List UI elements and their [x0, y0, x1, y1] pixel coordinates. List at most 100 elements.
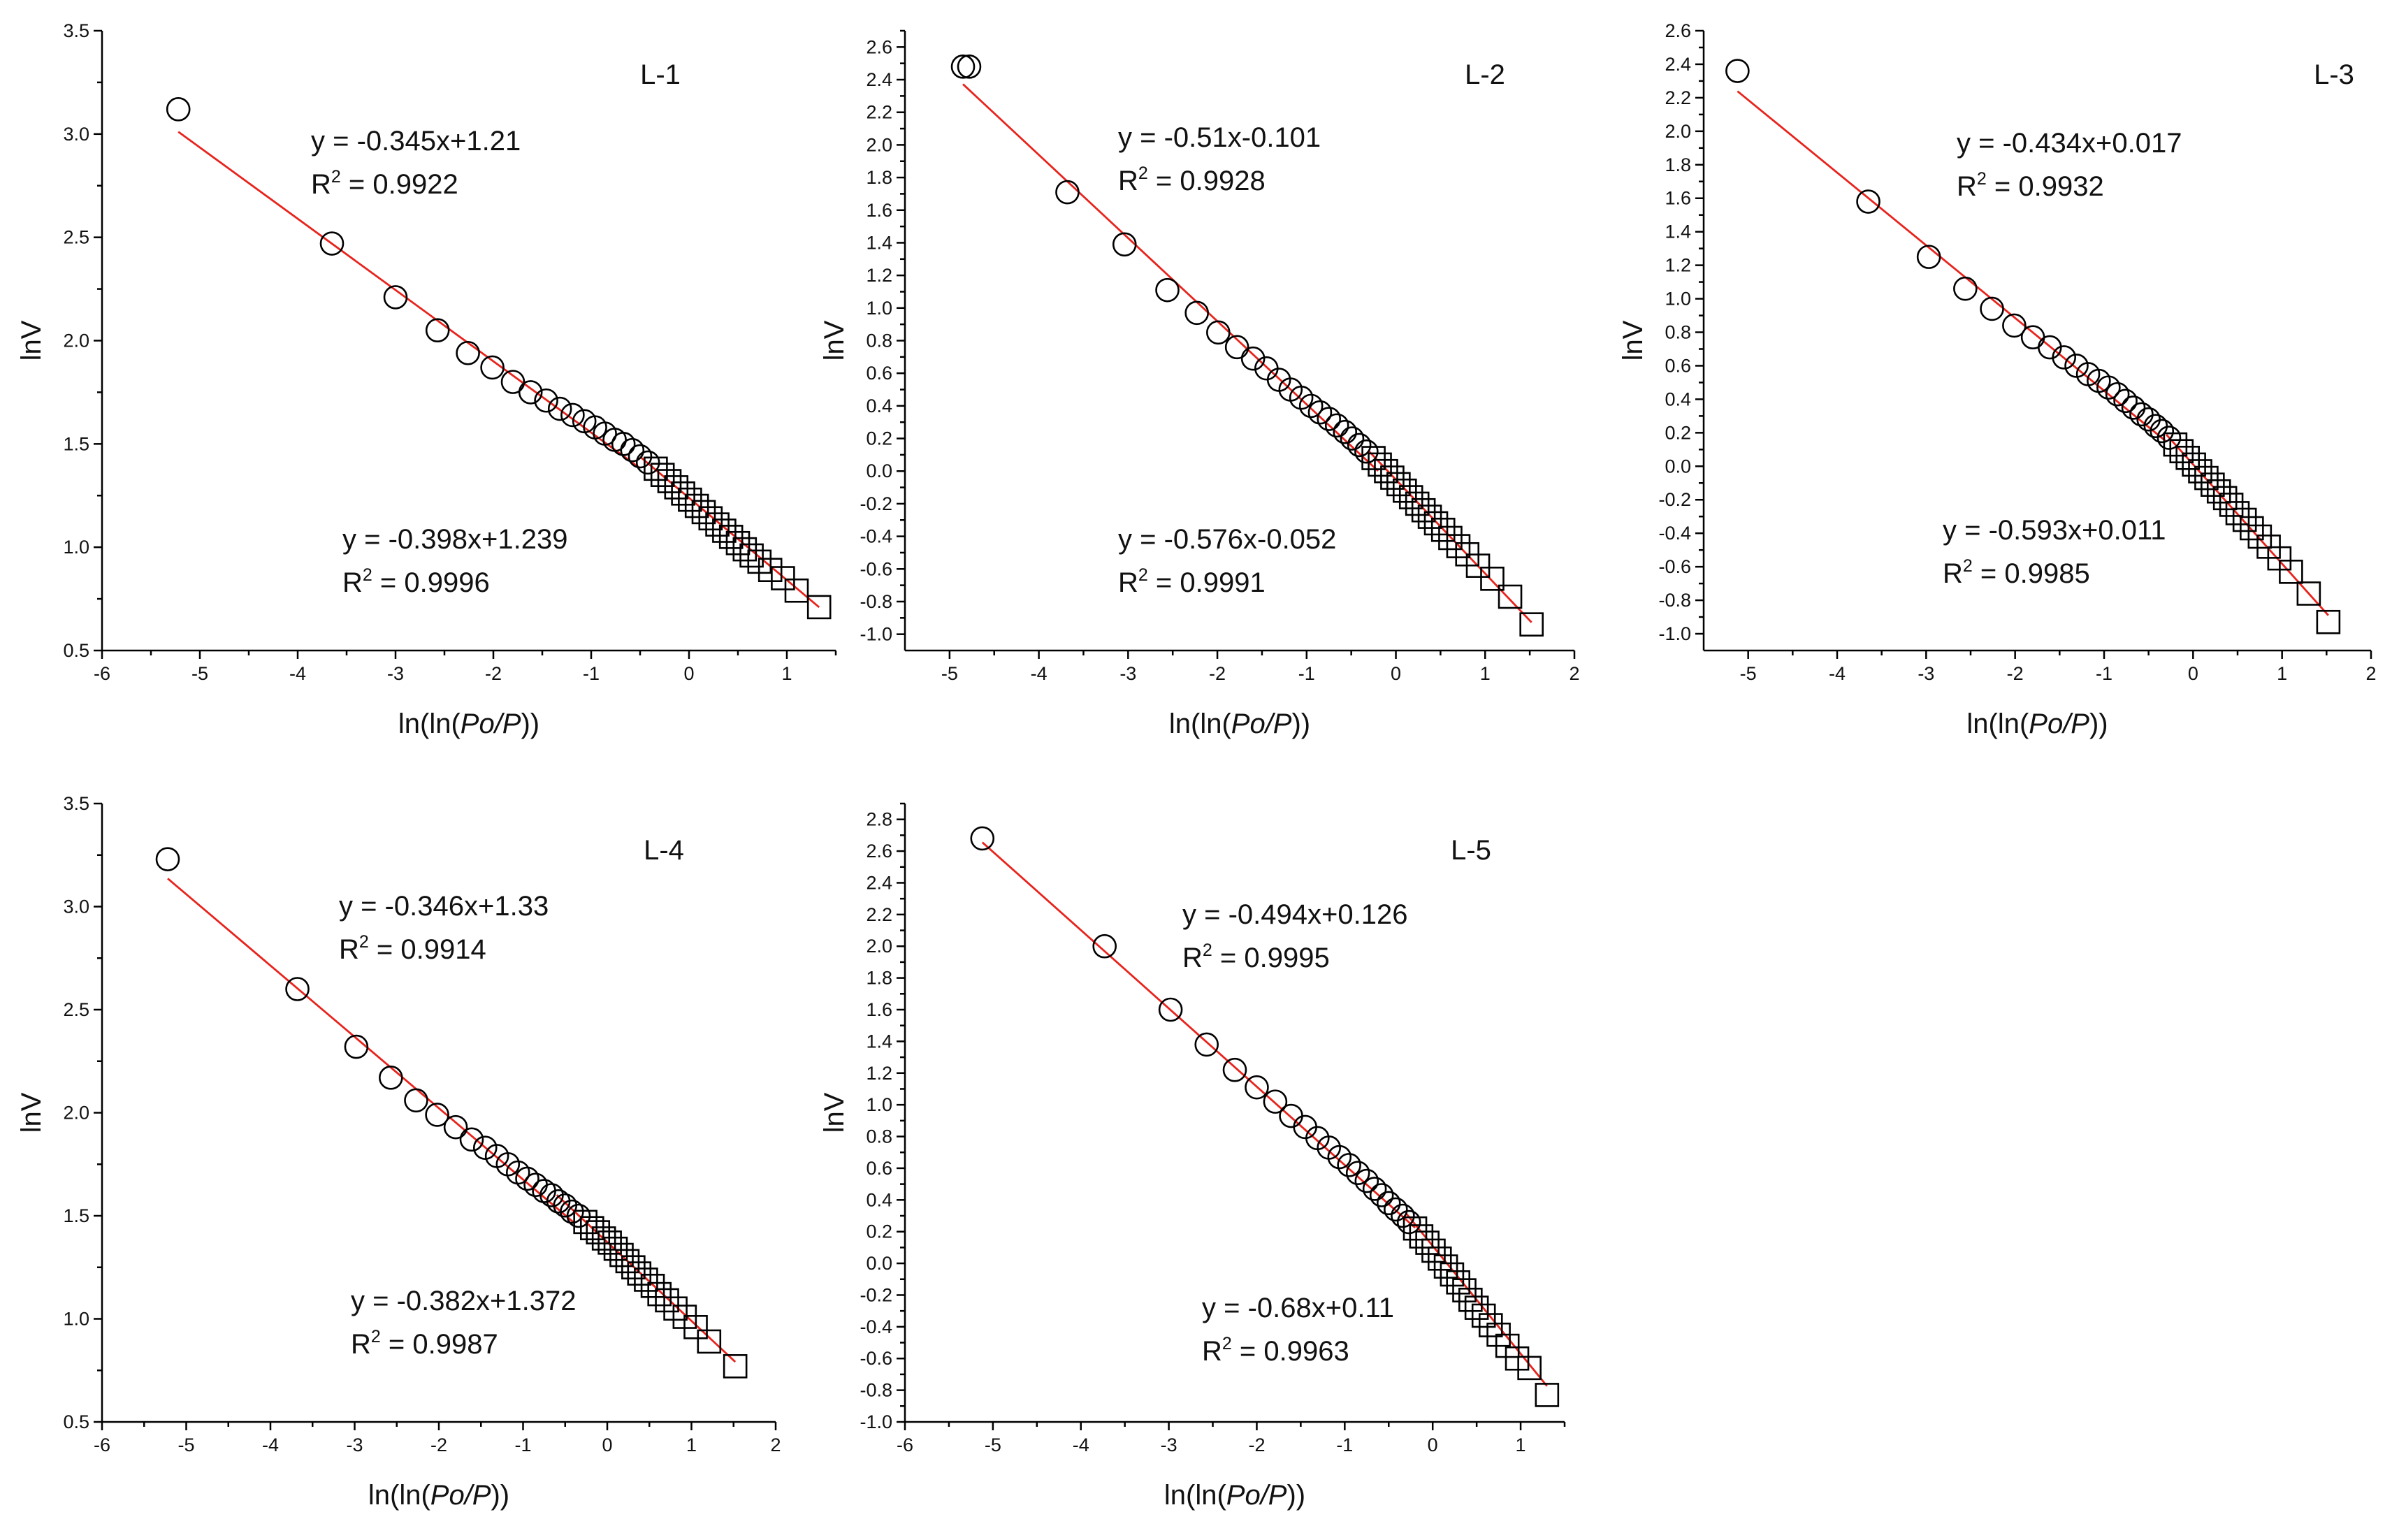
fit-equation-1: y = -0.494x+0.126 — [1182, 899, 1407, 930]
x-tick-label: 1 — [781, 663, 792, 684]
fit-equation-1: y = -0.345x+1.21 — [311, 126, 521, 157]
y-tick-label: 1.8 — [866, 968, 892, 989]
y-tick-label: 0.6 — [1665, 355, 1691, 376]
y-tick-label: -0.4 — [1658, 523, 1691, 544]
y-tick-label: 0.8 — [866, 1126, 892, 1147]
circle-point — [1279, 1103, 1303, 1128]
square-point — [1368, 452, 1392, 477]
circle-point — [1245, 1075, 1269, 1100]
y-tick-label: 0.8 — [866, 330, 892, 351]
circle-point — [1240, 346, 1266, 371]
circle-point — [611, 432, 636, 456]
circle-point — [547, 396, 572, 421]
circle-point — [957, 55, 982, 79]
y-tick-label: -0.8 — [1658, 590, 1691, 611]
panel-label: L-3 — [2314, 59, 2354, 90]
circle-point — [480, 355, 505, 380]
panel-l-5: -6 -5 -4 -3 -2 -1 0 1 -1.0 -0.8 -0.6 -0.4 -0.2 0.0 0.2… — [819, 802, 1566, 1511]
y-tick-label: 0.4 — [866, 395, 892, 416]
square-point — [1452, 1278, 1477, 1302]
y-axis-title: lnV — [819, 320, 850, 361]
circle-point — [620, 437, 645, 463]
square-point — [718, 525, 744, 549]
y-axis-title: lnV — [1618, 320, 1648, 361]
x-tick-label: -2 — [2007, 663, 2024, 684]
y-tick-label: 3.0 — [63, 124, 89, 145]
x-tick-label: -6 — [94, 663, 110, 684]
circle-point — [319, 231, 345, 256]
circle-point — [566, 1203, 591, 1228]
y-tick-label: -0.4 — [860, 1316, 892, 1337]
y-tick-label: 2.0 — [1665, 121, 1691, 142]
y-tick-label: 2.6 — [866, 841, 892, 862]
square-point — [739, 543, 764, 568]
y-tick-label: 1.0 — [63, 1309, 89, 1330]
square-point — [758, 558, 783, 582]
square-point — [784, 578, 809, 603]
y-tick-label: 1.6 — [866, 200, 892, 221]
square-point — [1405, 491, 1430, 516]
y-tick-label: 0.4 — [866, 1189, 892, 1210]
y-tick-label: 1.5 — [63, 433, 89, 454]
y-tick-label: 2.4 — [866, 69, 892, 90]
x-tick-label: -4 — [289, 663, 306, 684]
y-tick-label: -1.0 — [1658, 623, 1691, 644]
square-point — [732, 537, 758, 562]
circle-point — [560, 402, 585, 428]
circle-point — [1391, 1203, 1415, 1228]
x-tick-label: 0 — [602, 1434, 612, 1455]
square-point — [2175, 446, 2200, 470]
circle-point — [1317, 407, 1342, 431]
circle-point — [1092, 934, 1117, 959]
y-tick-label: 2.5 — [63, 999, 89, 1020]
fit-line-1 — [981, 841, 1416, 1229]
square-point — [644, 456, 668, 481]
x-tick-label: -6 — [897, 1434, 913, 1455]
x-tick-label: -4 — [1073, 1434, 1089, 1455]
y-tick-label: -0.6 — [1658, 556, 1691, 577]
x-tick-label: -2 — [485, 663, 502, 684]
square-point — [698, 506, 723, 531]
circle-point — [2157, 426, 2182, 450]
circle-point — [628, 444, 653, 469]
panel-label: L-1 — [640, 59, 681, 90]
circle-point — [472, 1135, 498, 1160]
square-point — [2201, 472, 2225, 497]
fit-r2-2: R2 = 0.9963 — [1202, 1334, 1349, 1367]
y-tick-label: 1.2 — [866, 265, 892, 286]
square-point — [627, 1261, 652, 1286]
x-tick-label: -3 — [1918, 663, 1934, 684]
fit-r2-2: R2 = 0.9996 — [342, 565, 490, 598]
circle-point — [404, 1088, 428, 1113]
y-tick-label: 0.0 — [866, 1253, 892, 1274]
square-point — [1438, 525, 1463, 551]
panel-l-4: -6 -5 -4 -3 -2 -1 0 1 2 0.5 1.0 1.5 2.0 2.5 3.0 3.5 ln(l… — [16, 793, 781, 1511]
x-tick-label: 2 — [770, 1434, 781, 1455]
y-axis-title: lnV — [819, 1092, 850, 1133]
circle-point — [1224, 335, 1249, 360]
square-point — [647, 1281, 672, 1307]
circle-point — [1333, 419, 1358, 444]
y-tick-label: 0.4 — [1665, 388, 1691, 409]
circle-point — [1155, 277, 1180, 303]
fit-r2-2: R2 = 0.9991 — [1118, 565, 1266, 598]
square-point — [1458, 1287, 1483, 1312]
circle-point — [515, 1166, 539, 1191]
circle-point — [1953, 276, 1978, 301]
x-tick-label: -4 — [1031, 663, 1048, 684]
square-point — [1464, 1295, 1489, 1320]
y-tick-label: 1.5 — [63, 1205, 89, 1226]
y-tick-label: 0.5 — [63, 640, 89, 661]
square-point — [671, 481, 695, 506]
x-tick-label: -3 — [1119, 663, 1136, 684]
y-tick-label: 2.0 — [63, 1103, 89, 1124]
square-point — [2194, 465, 2219, 491]
square-point — [2182, 452, 2206, 477]
fit-r2-1: R2 = 0.9995 — [1182, 940, 1330, 973]
square-point — [650, 463, 675, 487]
circle-point — [383, 285, 408, 310]
x-tick-label: -5 — [177, 1434, 194, 1455]
square-point — [705, 512, 730, 537]
square-point — [806, 595, 832, 620]
y-tick-label: -0.4 — [860, 526, 892, 547]
